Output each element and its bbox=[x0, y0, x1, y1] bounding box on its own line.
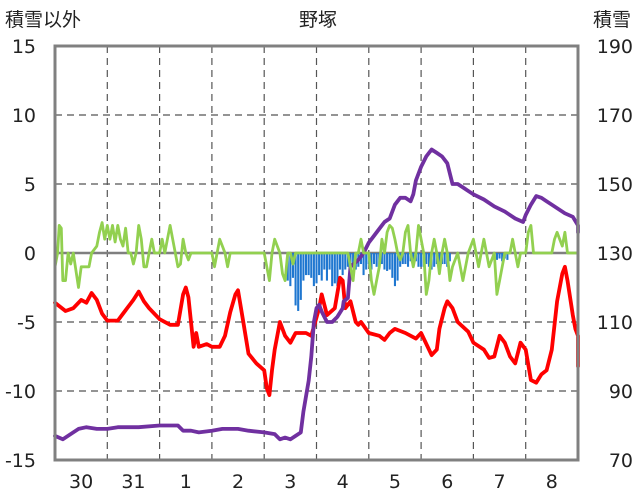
x-tick-label: 5 bbox=[389, 471, 401, 493]
y-right-tick-label: 170 bbox=[597, 105, 633, 127]
precipitation-bar bbox=[294, 253, 297, 306]
y-left-tick-label: 10 bbox=[12, 105, 36, 127]
y-left-tick-label: 15 bbox=[12, 36, 36, 58]
precipitation-bar bbox=[391, 253, 394, 278]
y-right-tick-label: 70 bbox=[609, 450, 633, 472]
precipitation-bar bbox=[420, 253, 423, 267]
precipitation-bar bbox=[307, 253, 310, 276]
x-tick-label: 6 bbox=[441, 471, 453, 493]
precipitation-bar bbox=[365, 253, 368, 270]
precipitation-bar bbox=[304, 253, 308, 276]
precipitation-bar bbox=[338, 253, 342, 270]
series-line-temperature bbox=[53, 264, 580, 398]
precipitation-bar bbox=[325, 253, 329, 281]
precipitation-bar bbox=[312, 253, 315, 287]
precipitation-bar bbox=[333, 253, 336, 284]
precipitation-bar bbox=[417, 253, 420, 267]
precipitation-bar bbox=[352, 253, 355, 265]
precipitation-bar bbox=[291, 253, 295, 278]
precipitation-bar bbox=[393, 253, 396, 287]
y-right-tick-label: 150 bbox=[597, 174, 633, 196]
precipitation-bar bbox=[297, 253, 300, 311]
precipitation-bar bbox=[401, 253, 404, 265]
precipitation-bar bbox=[495, 253, 498, 260]
precipitation-bar bbox=[362, 253, 365, 276]
chart-title: 野塚 bbox=[299, 9, 337, 31]
precipitation-bar bbox=[404, 253, 407, 265]
precipitation-bar bbox=[501, 253, 504, 262]
precipitation-bar bbox=[299, 253, 302, 300]
precipitation-bar bbox=[427, 253, 430, 267]
precipitation-bar bbox=[289, 253, 292, 287]
precipitation-bar bbox=[406, 253, 410, 267]
y-left-tick-label: 5 bbox=[24, 174, 36, 196]
series-lines bbox=[53, 147, 580, 442]
y-left-tick-label: -15 bbox=[5, 450, 36, 472]
precipitation-bar bbox=[336, 253, 339, 287]
precipitation-bar bbox=[396, 253, 399, 281]
precipitation-bar bbox=[302, 253, 305, 281]
precipitation-bar bbox=[448, 253, 451, 262]
y-right-tick-label: 110 bbox=[597, 312, 633, 334]
x-tick-label: 31 bbox=[121, 471, 145, 493]
precipitation-bar bbox=[331, 253, 334, 287]
plot-border bbox=[53, 44, 580, 462]
precipitation-bar bbox=[370, 253, 373, 270]
precipitation-bar bbox=[438, 253, 441, 267]
precipitation-bar bbox=[375, 253, 378, 267]
precipitation-bar bbox=[506, 253, 509, 260]
precipitation-bar bbox=[383, 253, 386, 270]
y-right-tick-label: 190 bbox=[597, 36, 633, 58]
y-left-tick-label: -5 bbox=[17, 312, 36, 334]
precipitation-bar bbox=[320, 253, 323, 281]
x-tick-label: 7 bbox=[494, 471, 506, 493]
precipitation-bar bbox=[498, 253, 501, 259]
precipitation-bar bbox=[380, 253, 383, 265]
x-tick-label: 8 bbox=[546, 471, 558, 493]
precipitation-bar bbox=[344, 253, 347, 270]
series-line-snow-depth bbox=[53, 147, 580, 442]
y-left-tick-label: -10 bbox=[5, 381, 36, 403]
y-left-tick-labels: 15 10 5 0 -5 -10 -15 bbox=[5, 36, 36, 472]
y-right-tick-label: 90 bbox=[609, 381, 633, 403]
y-right-tick-label: 130 bbox=[597, 243, 633, 265]
precipitation-bar bbox=[341, 253, 344, 276]
precipitation-bar bbox=[315, 253, 318, 284]
x-tick-label: 2 bbox=[232, 471, 244, 493]
y-left-axis-title: 積雪以外 bbox=[5, 9, 81, 31]
precipitation-bar bbox=[318, 253, 321, 276]
precipitation-bar bbox=[425, 253, 428, 265]
y-right-tick-labels: 190 170 150 130 110 90 70 bbox=[597, 36, 633, 472]
precipitation-bar bbox=[323, 253, 326, 270]
y-left-tick-label: 0 bbox=[24, 243, 36, 265]
precipitation-bar bbox=[388, 253, 391, 270]
precipitation-bar bbox=[372, 253, 376, 265]
x-tick-labels: 30 31 1 2 3 4 5 6 7 8 bbox=[69, 471, 558, 493]
precipitation-bar bbox=[310, 253, 313, 278]
precipitation-bar bbox=[443, 253, 446, 265]
precipitation-bar bbox=[412, 253, 415, 265]
x-tick-label: 3 bbox=[284, 471, 296, 493]
precipitation-bar bbox=[328, 253, 331, 270]
precipitation-bar bbox=[386, 253, 389, 271]
y-right-axis-title: 積雪 bbox=[593, 9, 631, 31]
x-tick-label: 30 bbox=[69, 471, 93, 493]
precipitation-bar bbox=[433, 253, 436, 267]
series-line-wind bbox=[53, 221, 580, 296]
x-tick-label: 4 bbox=[337, 471, 349, 493]
precipitation-bars bbox=[286, 253, 509, 311]
x-tick-label: 1 bbox=[180, 471, 192, 493]
